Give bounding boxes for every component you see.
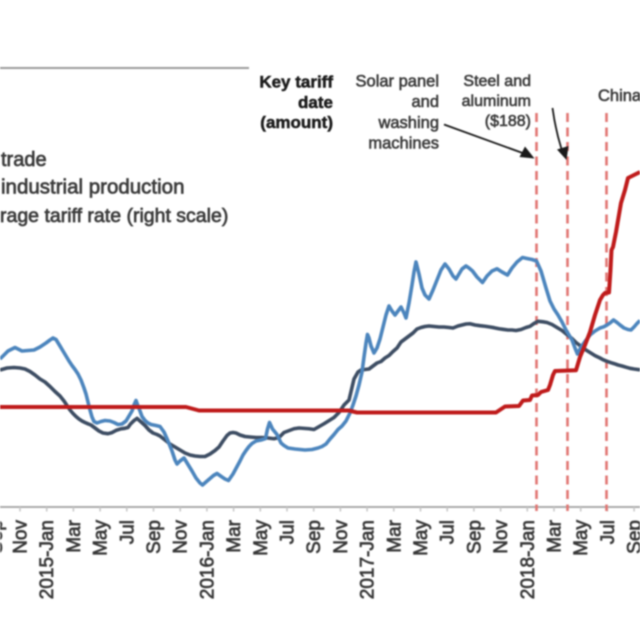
svg-text:China ($34): China ($34) [598,87,640,105]
svg-text:machines: machines [368,135,439,153]
svg-text:2016-Jan: 2016-Jan [197,520,218,599]
svg-text:Mar: Mar [384,519,405,552]
svg-text:May: May [91,520,112,556]
svg-text:rage tariff rate (right scale): rage tariff rate (right scale) [0,205,228,227]
svg-text:industrial production: industrial production [1,176,184,199]
svg-text:Nov: Nov [331,520,352,554]
svg-text:Sep: Sep [625,520,640,554]
svg-text:trade: trade [1,149,47,171]
svg-text:Mar: Mar [224,519,245,552]
svg-text:Jul: Jul [278,520,299,544]
svg-text:Sep: Sep [0,520,7,554]
svg-text:2017-Jan: 2017-Jan [358,520,379,599]
svg-text:Sep: Sep [464,520,485,554]
svg-text:washing: washing [377,114,439,132]
svg-text:Steel and: Steel and [463,73,531,90]
svg-text:Key tariff: Key tariff [259,73,333,92]
svg-text:May: May [251,520,272,556]
svg-text:Mar: Mar [64,519,85,552]
svg-text:date: date [298,93,333,112]
svg-text:($188): ($188) [485,113,531,130]
svg-text:and: and [411,93,439,111]
svg-text:May: May [571,520,592,556]
svg-text:May: May [411,520,432,556]
svg-text:Solar panel: Solar panel [356,73,439,91]
svg-text:(amount): (amount) [260,113,333,132]
svg-text:Jul: Jul [438,520,459,544]
svg-text:Jul: Jul [598,520,619,544]
svg-text:aluminum: aluminum [462,93,531,110]
svg-text:Sep: Sep [144,520,165,554]
svg-text:Nov: Nov [171,520,192,554]
svg-text:Sep: Sep [304,520,325,554]
svg-text:2018-Jan: 2018-Jan [518,520,539,599]
svg-text:Mar: Mar [545,519,566,552]
svg-text:Nov: Nov [11,520,32,554]
svg-text:Jul: Jul [117,520,138,544]
svg-text:2015-Jan: 2015-Jan [37,520,58,599]
svg-text:Nov: Nov [491,520,512,554]
